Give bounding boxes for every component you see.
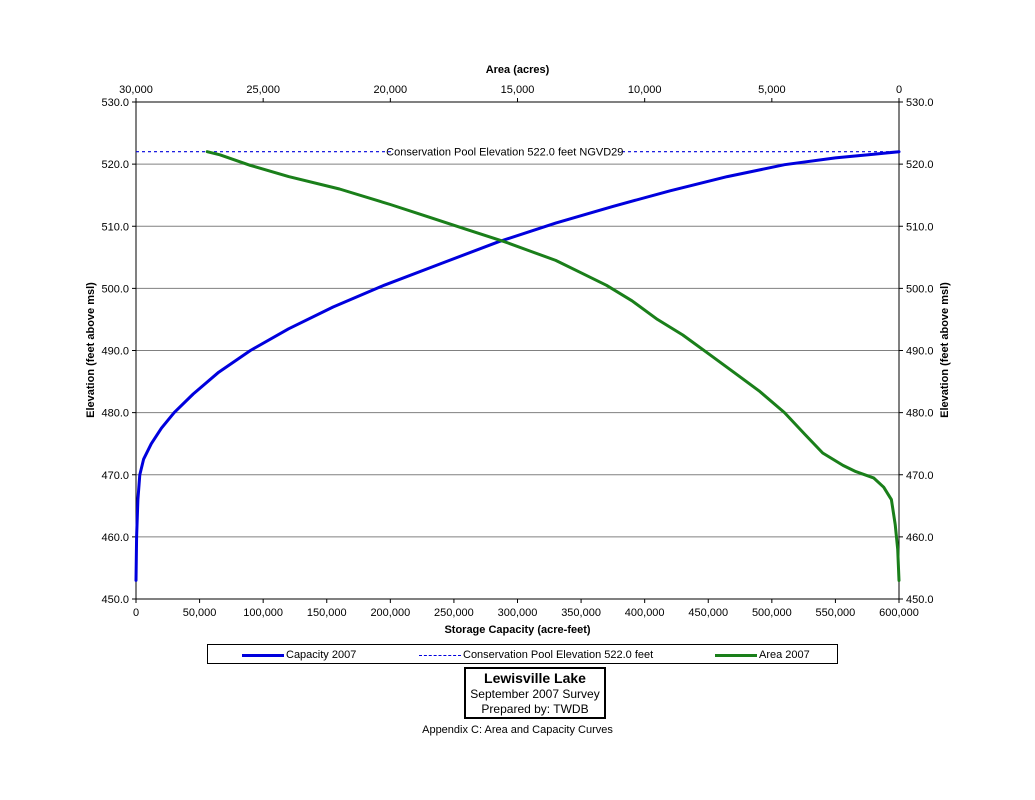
x2-tick-label-6: 0 [896, 84, 902, 96]
series-capacity-2007-line [134, 150, 901, 582]
y-tick-label-left-8: 530.0 [101, 97, 129, 109]
legend-item-conservation-pool: Conservation Pool Elevation 522.0 feet [419, 647, 653, 663]
y-tick-label-right-0: 450.0 [906, 594, 934, 606]
legend-item-capacity: Capacity 2007 [242, 647, 356, 663]
legend-label-area: Area 2007 [759, 649, 810, 661]
annotations: Conservation Pool Elevation 522.0 feet N… [386, 144, 623, 159]
x2-tick-label-4: 10,000 [628, 84, 662, 96]
y-tick-label-right-5: 500.0 [906, 283, 934, 295]
y-tick-label-right-7: 520.0 [906, 159, 934, 171]
x-tick-label-7: 350,000 [561, 607, 601, 619]
axes [132, 98, 903, 603]
y-tick-label-right-4: 490.0 [906, 346, 934, 358]
series-area-2007-line [205, 150, 901, 582]
y-tick-label-left-7: 520.0 [101, 159, 129, 171]
y-tick-label-right-2: 470.0 [906, 470, 934, 482]
x-tick-label-8: 400,000 [625, 607, 665, 619]
x-tick-label-11: 550,000 [816, 607, 856, 619]
y-tick-label-right-8: 530.0 [906, 97, 934, 109]
legend-label-capacity: Capacity 2007 [286, 649, 357, 661]
x-tick-label-4: 200,000 [370, 607, 410, 619]
x-tick-label-9: 450,000 [688, 607, 728, 619]
x-tick-label-12: 600,000 [879, 607, 919, 619]
y-tick-label-left-4: 490.0 [101, 346, 129, 358]
y-tick-label-right-3: 480.0 [906, 408, 934, 420]
prepared-by: Prepared by: TWDB [481, 702, 589, 716]
lake-name: Lewisville Lake [484, 670, 586, 686]
legend-item-area: Area 2007 [715, 647, 810, 663]
legend-swatch-conservation-pool [419, 654, 461, 656]
x-tick-label-3: 150,000 [307, 607, 347, 619]
x2-tick-label-3: 15,000 [501, 84, 535, 96]
annotation-background-0 [391, 144, 618, 159]
x-tick-label-1: 50,000 [183, 607, 217, 619]
gridlines [136, 163, 899, 538]
data-series [134, 150, 901, 582]
x-tick-label-2: 100,000 [243, 607, 283, 619]
x-tick-label-0: 0 [133, 607, 139, 619]
x2-tick-label-0: 30,000 [119, 84, 153, 96]
legend: Capacity 2007 Conservation Pool Elevatio… [207, 644, 838, 664]
y-tick-label-left-1: 460.0 [101, 532, 129, 544]
legend-label-conservation-pool: Conservation Pool Elevation 522.0 feet [463, 649, 654, 661]
y-tick-label-left-0: 450.0 [101, 594, 129, 606]
x2-tick-label-5: 5,000 [758, 84, 786, 96]
x2-tick-label-2: 20,000 [374, 84, 408, 96]
x-tick-label-5: 250,000 [434, 607, 474, 619]
legend-swatch-area [715, 653, 757, 657]
y-tick-label-left-6: 510.0 [101, 221, 129, 233]
legend-swatch-capacity [242, 653, 284, 657]
plot-frame [135, 101, 900, 600]
appendix-caption: Appendix C: Area and Capacity Curves [422, 724, 613, 736]
y-axis-title: Elevation (feet above msl) [85, 282, 97, 418]
y-tick-label-left-5: 500.0 [101, 283, 129, 295]
y-tick-label-right-1: 460.0 [906, 532, 934, 544]
x-axis-title: Storage Capacity (acre-feet) [444, 624, 590, 636]
y2-axis-title: Elevation (feet above msl) [939, 282, 951, 418]
y-tick-label-right-6: 510.0 [906, 221, 934, 233]
x2-tick-label-1: 25,000 [246, 84, 280, 96]
y-tick-label-left-2: 470.0 [101, 470, 129, 482]
survey-date: September 2007 Survey [470, 687, 600, 701]
annotation-conservation-pool: Conservation Pool Elevation 522.0 feet N… [386, 147, 623, 159]
tick-labels: 450.0 450.0 460.0 460.0 470.0 470.0 480.0 480.0… [101, 84, 933, 619]
y-tick-label-left-3: 480.0 [101, 408, 129, 420]
x2-axis-title: Area (acres) [486, 64, 550, 76]
x-tick-label-10: 500,000 [752, 607, 792, 619]
chart-title-box: Lewisville Lake September 2007 Survey Pr… [464, 667, 606, 719]
x-tick-label-6: 300,000 [498, 607, 538, 619]
